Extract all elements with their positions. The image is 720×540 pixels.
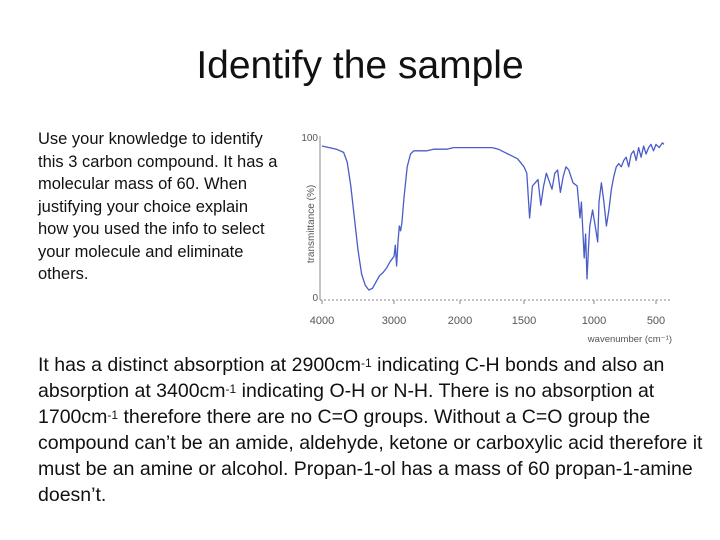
y-tick-label: 100 bbox=[301, 133, 318, 144]
y-tick-label: 0 bbox=[312, 293, 318, 304]
x-tick-label: 3000 bbox=[382, 315, 406, 327]
y-axis-label: transmittance (%) bbox=[306, 185, 317, 263]
x-tick-label: 4000 bbox=[310, 315, 334, 327]
x-tick-label: 1500 bbox=[512, 315, 536, 327]
slide-title: Identify the sample bbox=[196, 44, 524, 87]
answer-seg-2: indicating C-H bonds and also an absorpt… bbox=[38, 354, 665, 402]
chart-axes bbox=[319, 136, 672, 301]
x-tick-label: 500 bbox=[647, 315, 665, 327]
x-tick-label: 1000 bbox=[582, 315, 606, 327]
ir-spectrum-chart: transmittance (%) wavenumber (cm⁻¹) 4000… bbox=[301, 133, 672, 345]
y-tick-labels: 100 0 bbox=[301, 133, 318, 304]
answer-sup-1: -1 bbox=[361, 356, 372, 370]
x-tick-labels: 4000 3000 2000 1500 1000 500 bbox=[310, 300, 665, 327]
spectrum-line bbox=[321, 142, 665, 291]
answer-sup-2: -1 bbox=[225, 382, 237, 396]
answer-seg-4: therefore there are no C=O groups. Witho… bbox=[38, 406, 703, 506]
intro-text: Use your knowledge to identify this 3 ca… bbox=[38, 130, 278, 283]
answer-sup-3: -1 bbox=[107, 408, 119, 422]
answer-seg-1: It has a distinct absorption at 2900cm bbox=[38, 354, 362, 376]
x-tick-label: 2000 bbox=[448, 315, 472, 327]
answer-text: It has a distinct absorption at 2900cm-1… bbox=[38, 352, 718, 508]
answer-seg-3: indicating O-H or N-H. There is no absor… bbox=[38, 380, 655, 428]
x-axis-label: wavenumber (cm⁻¹) bbox=[587, 334, 672, 345]
